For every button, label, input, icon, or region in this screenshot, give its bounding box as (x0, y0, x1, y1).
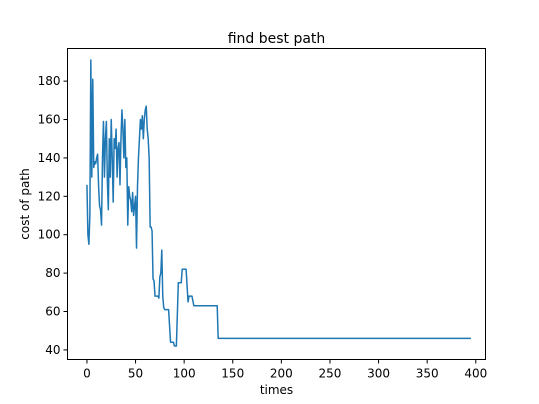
x-tick-label: 0 (83, 367, 91, 381)
y-tick-label: 80 (45, 266, 60, 280)
y-axis-ticks: 40 60 80 100 120 140 160 180 (38, 74, 68, 357)
x-tick-label: 150 (221, 367, 244, 381)
x-tick-label: 400 (464, 367, 487, 381)
x-tick-label: 200 (270, 367, 293, 381)
x-axis-label: times (260, 383, 293, 397)
x-tick-label: 350 (416, 367, 439, 381)
y-tick-label: 180 (38, 74, 61, 88)
x-axis-ticks: 0 50 100 150 200 250 300 350 400 (83, 359, 487, 381)
y-tick-label: 60 (45, 305, 60, 319)
plot-frame (67, 48, 486, 360)
series-layer (86, 59, 471, 347)
x-tick-label: 250 (319, 367, 342, 381)
chart-title: find best path (228, 31, 326, 47)
x-tick-label: 100 (173, 367, 196, 381)
y-tick-label: 40 (45, 343, 60, 357)
y-tick-label: 140 (38, 151, 61, 165)
y-tick-label: 160 (38, 113, 61, 127)
x-tick-label: 50 (128, 367, 143, 381)
y-tick-label: 120 (38, 189, 61, 203)
series-line (86, 59, 471, 347)
y-axis-label: cost of path (18, 168, 32, 239)
y-tick-label: 100 (38, 228, 61, 242)
x-tick-label: 300 (367, 367, 390, 381)
